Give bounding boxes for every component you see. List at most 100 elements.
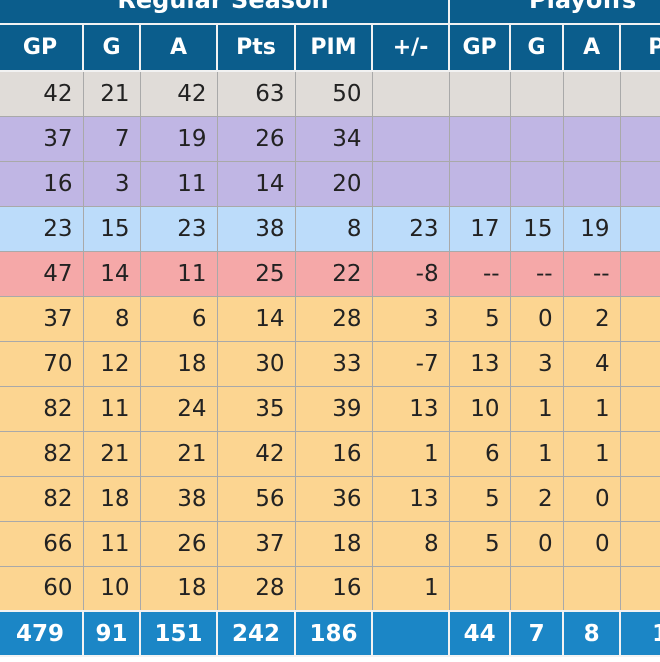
cell-a: 42 [139, 70, 218, 117]
cell-playoff-a [562, 70, 621, 117]
cell-g: 8 [82, 295, 141, 342]
cell-playoff-gp: 17 [448, 205, 511, 252]
cell-plusminus [371, 115, 450, 162]
cell-pim: 16 [294, 565, 373, 612]
cell-g: 7 [82, 115, 141, 162]
cell-playoff-gp [448, 115, 511, 162]
cell-playoff-a: 0 [562, 475, 621, 522]
cell-pim: 8 [294, 205, 373, 252]
cell-playoff-gp: 10 [448, 385, 511, 432]
cell-playoff-g [509, 160, 564, 207]
cell-pts: 26 [216, 115, 296, 162]
table-row: 661126371885000 [0, 520, 660, 567]
cell-playoff-g: 0 [509, 295, 564, 342]
total-plusminus [370, 610, 451, 657]
cell-playoff-g: -- [509, 250, 564, 297]
cell-g: 11 [82, 520, 141, 567]
column-header-playoff-g: G [509, 23, 565, 72]
table-row: 82112435391310112 [0, 385, 660, 432]
cell-g: 11 [82, 385, 141, 432]
cell-playoff-pts [619, 115, 660, 162]
cell-playoff-pts: 7 [619, 340, 660, 387]
cell-playoff-a: 0 [562, 520, 621, 567]
table-row: 2315233882317151934 [0, 205, 660, 252]
cell-gp: 82 [0, 385, 84, 432]
cell-pim: 36 [294, 475, 373, 522]
cell-playoff-a: 2 [562, 295, 621, 342]
cell-playoff-gp: 5 [448, 520, 511, 567]
cell-playoff-gp [448, 160, 511, 207]
cell-playoff-gp [448, 70, 511, 117]
cell-plusminus: 13 [371, 475, 450, 522]
cell-playoff-pts: 2 [619, 475, 660, 522]
column-header-pts: Pts [216, 23, 296, 72]
cell-a: 38 [139, 475, 218, 522]
cell-playoff-g [509, 70, 564, 117]
cell-playoff-pts: -- [619, 250, 660, 297]
table-row: 822121421616112 [0, 430, 660, 477]
cell-playoff-pts: 34 [619, 205, 660, 252]
cell-pts: 35 [216, 385, 296, 432]
cell-g: 14 [82, 250, 141, 297]
table-row: 8218385636135202 [0, 475, 660, 522]
total-playoff-pts: 15 [619, 610, 660, 657]
table-row: 3786142835022 [0, 295, 660, 342]
cell-g: 15 [82, 205, 141, 252]
cell-g: 3 [82, 160, 141, 207]
cell-plusminus: -8 [371, 250, 450, 297]
cell-playoff-g: 2 [509, 475, 564, 522]
cell-a: 19 [139, 115, 218, 162]
cell-playoff-a [562, 115, 621, 162]
cell-pts: 25 [216, 250, 296, 297]
cell-playoff-g [509, 115, 564, 162]
cell-a: 26 [139, 520, 218, 567]
cell-pim: 28 [294, 295, 373, 342]
cell-plusminus: 3 [371, 295, 450, 342]
cell-a: 18 [139, 565, 218, 612]
cell-pim: 20 [294, 160, 373, 207]
cell-playoff-g: 1 [509, 385, 564, 432]
cell-g: 12 [82, 340, 141, 387]
cell-playoff-a [562, 565, 621, 612]
cell-g: 10 [82, 565, 141, 612]
table-row: 60 10 18 28 16 1 [0, 565, 660, 612]
cell-playoff-gp: -- [448, 250, 511, 297]
cell-pim: 33 [294, 340, 373, 387]
cell-playoff-g: 0 [509, 520, 564, 567]
cell-playoff-a: 19 [562, 205, 621, 252]
cell-plusminus: 8 [371, 520, 450, 567]
cell-playoff-pts [619, 160, 660, 207]
cell-a: 21 [139, 430, 218, 477]
column-header-playoff-a: A [562, 23, 622, 72]
cell-pts: 28 [216, 565, 296, 612]
cell-pts: 63 [216, 70, 296, 117]
total-playoff-gp: 44 [448, 610, 512, 657]
cell-g: 21 [82, 430, 141, 477]
cell-playoff-gp: 13 [448, 340, 511, 387]
cell-playoff-g [509, 565, 564, 612]
cell-pts: 42 [216, 430, 296, 477]
total-pts: 242 [216, 610, 296, 657]
column-header-gp: GP [0, 23, 84, 72]
total-playoff-g: 7 [509, 610, 565, 657]
cell-playoff-gp: 5 [448, 295, 511, 342]
cell-pim: 39 [294, 385, 373, 432]
cell-playoff-pts [619, 70, 660, 117]
cell-a: 11 [139, 160, 218, 207]
cell-a: 23 [139, 205, 218, 252]
cell-playoff-g: 1 [509, 430, 564, 477]
cell-playoff-gp: 5 [448, 475, 511, 522]
cell-playoff-pts: 2 [619, 385, 660, 432]
total-gp: 479 [0, 610, 84, 657]
cell-a: 18 [139, 340, 218, 387]
cell-gp: 42 [0, 70, 84, 117]
column-header-pim: PIM [294, 23, 373, 72]
cell-plusminus [371, 160, 450, 207]
cell-playoff-a: 4 [562, 340, 621, 387]
cell-pim: 16 [294, 430, 373, 477]
column-header-g: G [82, 23, 141, 72]
